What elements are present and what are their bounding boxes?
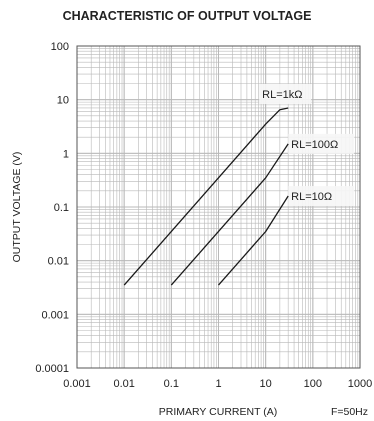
x-tick-labels: 0.001 0.01 0.1 1 10 100 1000 (63, 378, 372, 390)
x-tick-label: 1000 (348, 378, 372, 390)
series-label-2: RL=100Ω (291, 139, 338, 151)
y-tick-labels: 100 10 1 0.1 0.01 0.001 0.0001 (35, 41, 69, 375)
x-tick-label: 0.001 (63, 378, 91, 390)
x-tick-label: 0.01 (113, 378, 134, 390)
y-tick-label: 0.01 (48, 256, 69, 268)
x-tick-label: 0.1 (164, 378, 179, 390)
frequency-note: F=50Hz (331, 406, 368, 418)
y-tick-label: 0.0001 (35, 363, 69, 375)
x-tick-label: 100 (304, 378, 322, 390)
chart-title: CHARACTERISTIC OF OUTPUT VOLTAGE (63, 9, 312, 23)
y-tick-label: 1 (63, 148, 69, 160)
y-tick-label: 100 (51, 41, 69, 53)
series-label-3: RL=10Ω (291, 191, 332, 203)
y-tick-label: 0.001 (41, 309, 69, 321)
x-tick-label: 1 (215, 378, 221, 390)
series-label-1: RL=1kΩ (262, 89, 302, 101)
y-axis-label: OUTPUT VOLTAGE (V) (11, 152, 23, 263)
y-tick-label: 0.1 (54, 202, 69, 214)
x-tick-label: 10 (260, 378, 272, 390)
y-tick-label: 10 (57, 95, 69, 107)
x-axis-label: PRIMARY CURRENT (A) (159, 406, 277, 418)
